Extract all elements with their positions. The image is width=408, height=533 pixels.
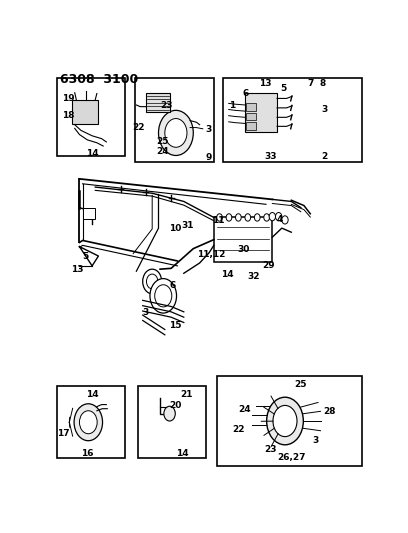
Text: 14: 14 (221, 270, 234, 279)
Circle shape (245, 214, 251, 221)
Bar (146, 93, 170, 112)
Bar (57, 386, 125, 458)
Bar (57, 78, 125, 156)
Bar (246, 113, 256, 120)
Text: 9: 9 (205, 153, 212, 162)
Text: 14: 14 (86, 390, 98, 399)
Circle shape (273, 406, 297, 437)
Bar (71, 100, 98, 124)
Text: 6: 6 (243, 89, 249, 98)
Text: 13: 13 (259, 79, 272, 88)
Circle shape (164, 406, 175, 421)
Text: 1: 1 (229, 101, 235, 109)
Text: 24: 24 (238, 405, 251, 414)
Text: 14: 14 (86, 149, 98, 158)
Text: 13: 13 (71, 265, 83, 274)
Text: 6308  3100: 6308 3100 (60, 73, 139, 86)
Text: 10: 10 (169, 224, 181, 232)
Circle shape (267, 397, 303, 445)
Circle shape (158, 110, 193, 156)
Text: 20: 20 (170, 401, 182, 410)
Text: 26,27: 26,27 (278, 453, 306, 462)
Circle shape (275, 213, 282, 221)
Text: 15: 15 (169, 321, 182, 330)
Circle shape (269, 213, 275, 221)
Text: 17: 17 (58, 429, 70, 438)
Text: 19: 19 (62, 94, 75, 103)
Circle shape (254, 214, 260, 221)
Circle shape (146, 274, 158, 289)
Circle shape (264, 214, 270, 221)
Text: 32: 32 (247, 272, 259, 281)
Circle shape (217, 214, 222, 221)
Text: 11,12: 11,12 (197, 250, 226, 259)
Circle shape (150, 279, 177, 313)
Text: 3: 3 (142, 308, 149, 317)
Bar (217, 376, 362, 466)
Circle shape (282, 216, 288, 224)
Text: 22: 22 (232, 425, 244, 434)
Text: 24: 24 (156, 147, 169, 156)
Text: 6: 6 (170, 281, 176, 290)
Circle shape (226, 214, 232, 221)
Text: 7: 7 (307, 79, 313, 88)
Text: 23: 23 (264, 445, 276, 454)
Bar (246, 122, 256, 130)
Text: 28: 28 (323, 408, 335, 416)
Text: 31: 31 (181, 221, 194, 230)
Bar (214, 217, 273, 262)
Circle shape (155, 285, 172, 307)
Bar (82, 207, 95, 219)
Text: 3: 3 (313, 436, 319, 445)
Text: 3: 3 (322, 106, 328, 115)
Bar (223, 78, 362, 163)
Text: 22: 22 (133, 123, 145, 132)
Text: 16: 16 (81, 449, 93, 457)
Bar (246, 93, 277, 132)
Text: 8: 8 (319, 79, 326, 88)
Circle shape (235, 214, 241, 221)
Text: 2: 2 (322, 152, 328, 161)
Text: 14: 14 (176, 449, 188, 457)
Circle shape (74, 404, 102, 441)
Text: 25: 25 (156, 138, 169, 147)
Text: 4: 4 (277, 215, 284, 224)
Circle shape (143, 269, 162, 294)
Bar (138, 386, 206, 458)
Text: 18: 18 (62, 111, 75, 120)
Text: 21: 21 (181, 390, 193, 399)
Text: 5: 5 (280, 84, 286, 93)
Circle shape (80, 411, 97, 434)
Bar (135, 78, 214, 163)
Text: 11: 11 (212, 216, 225, 225)
Bar (246, 103, 256, 111)
Text: 5: 5 (82, 252, 88, 261)
Text: 25: 25 (295, 381, 307, 390)
Text: 3: 3 (205, 125, 212, 134)
Text: 33: 33 (264, 152, 277, 161)
Text: 30: 30 (237, 245, 249, 254)
Text: 29: 29 (262, 261, 275, 270)
Text: 23: 23 (160, 101, 173, 109)
Circle shape (165, 118, 187, 147)
